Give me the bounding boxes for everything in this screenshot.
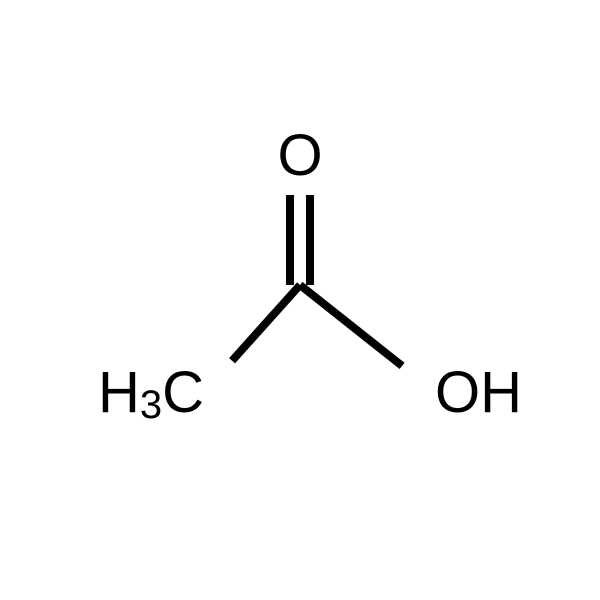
atom-label-O1: O: [277, 123, 322, 188]
atom-label-O2: OH: [435, 360, 522, 425]
molecule-diagram: O OH H3C: [0, 0, 600, 600]
atom-label-C2: H3C: [98, 360, 204, 427]
